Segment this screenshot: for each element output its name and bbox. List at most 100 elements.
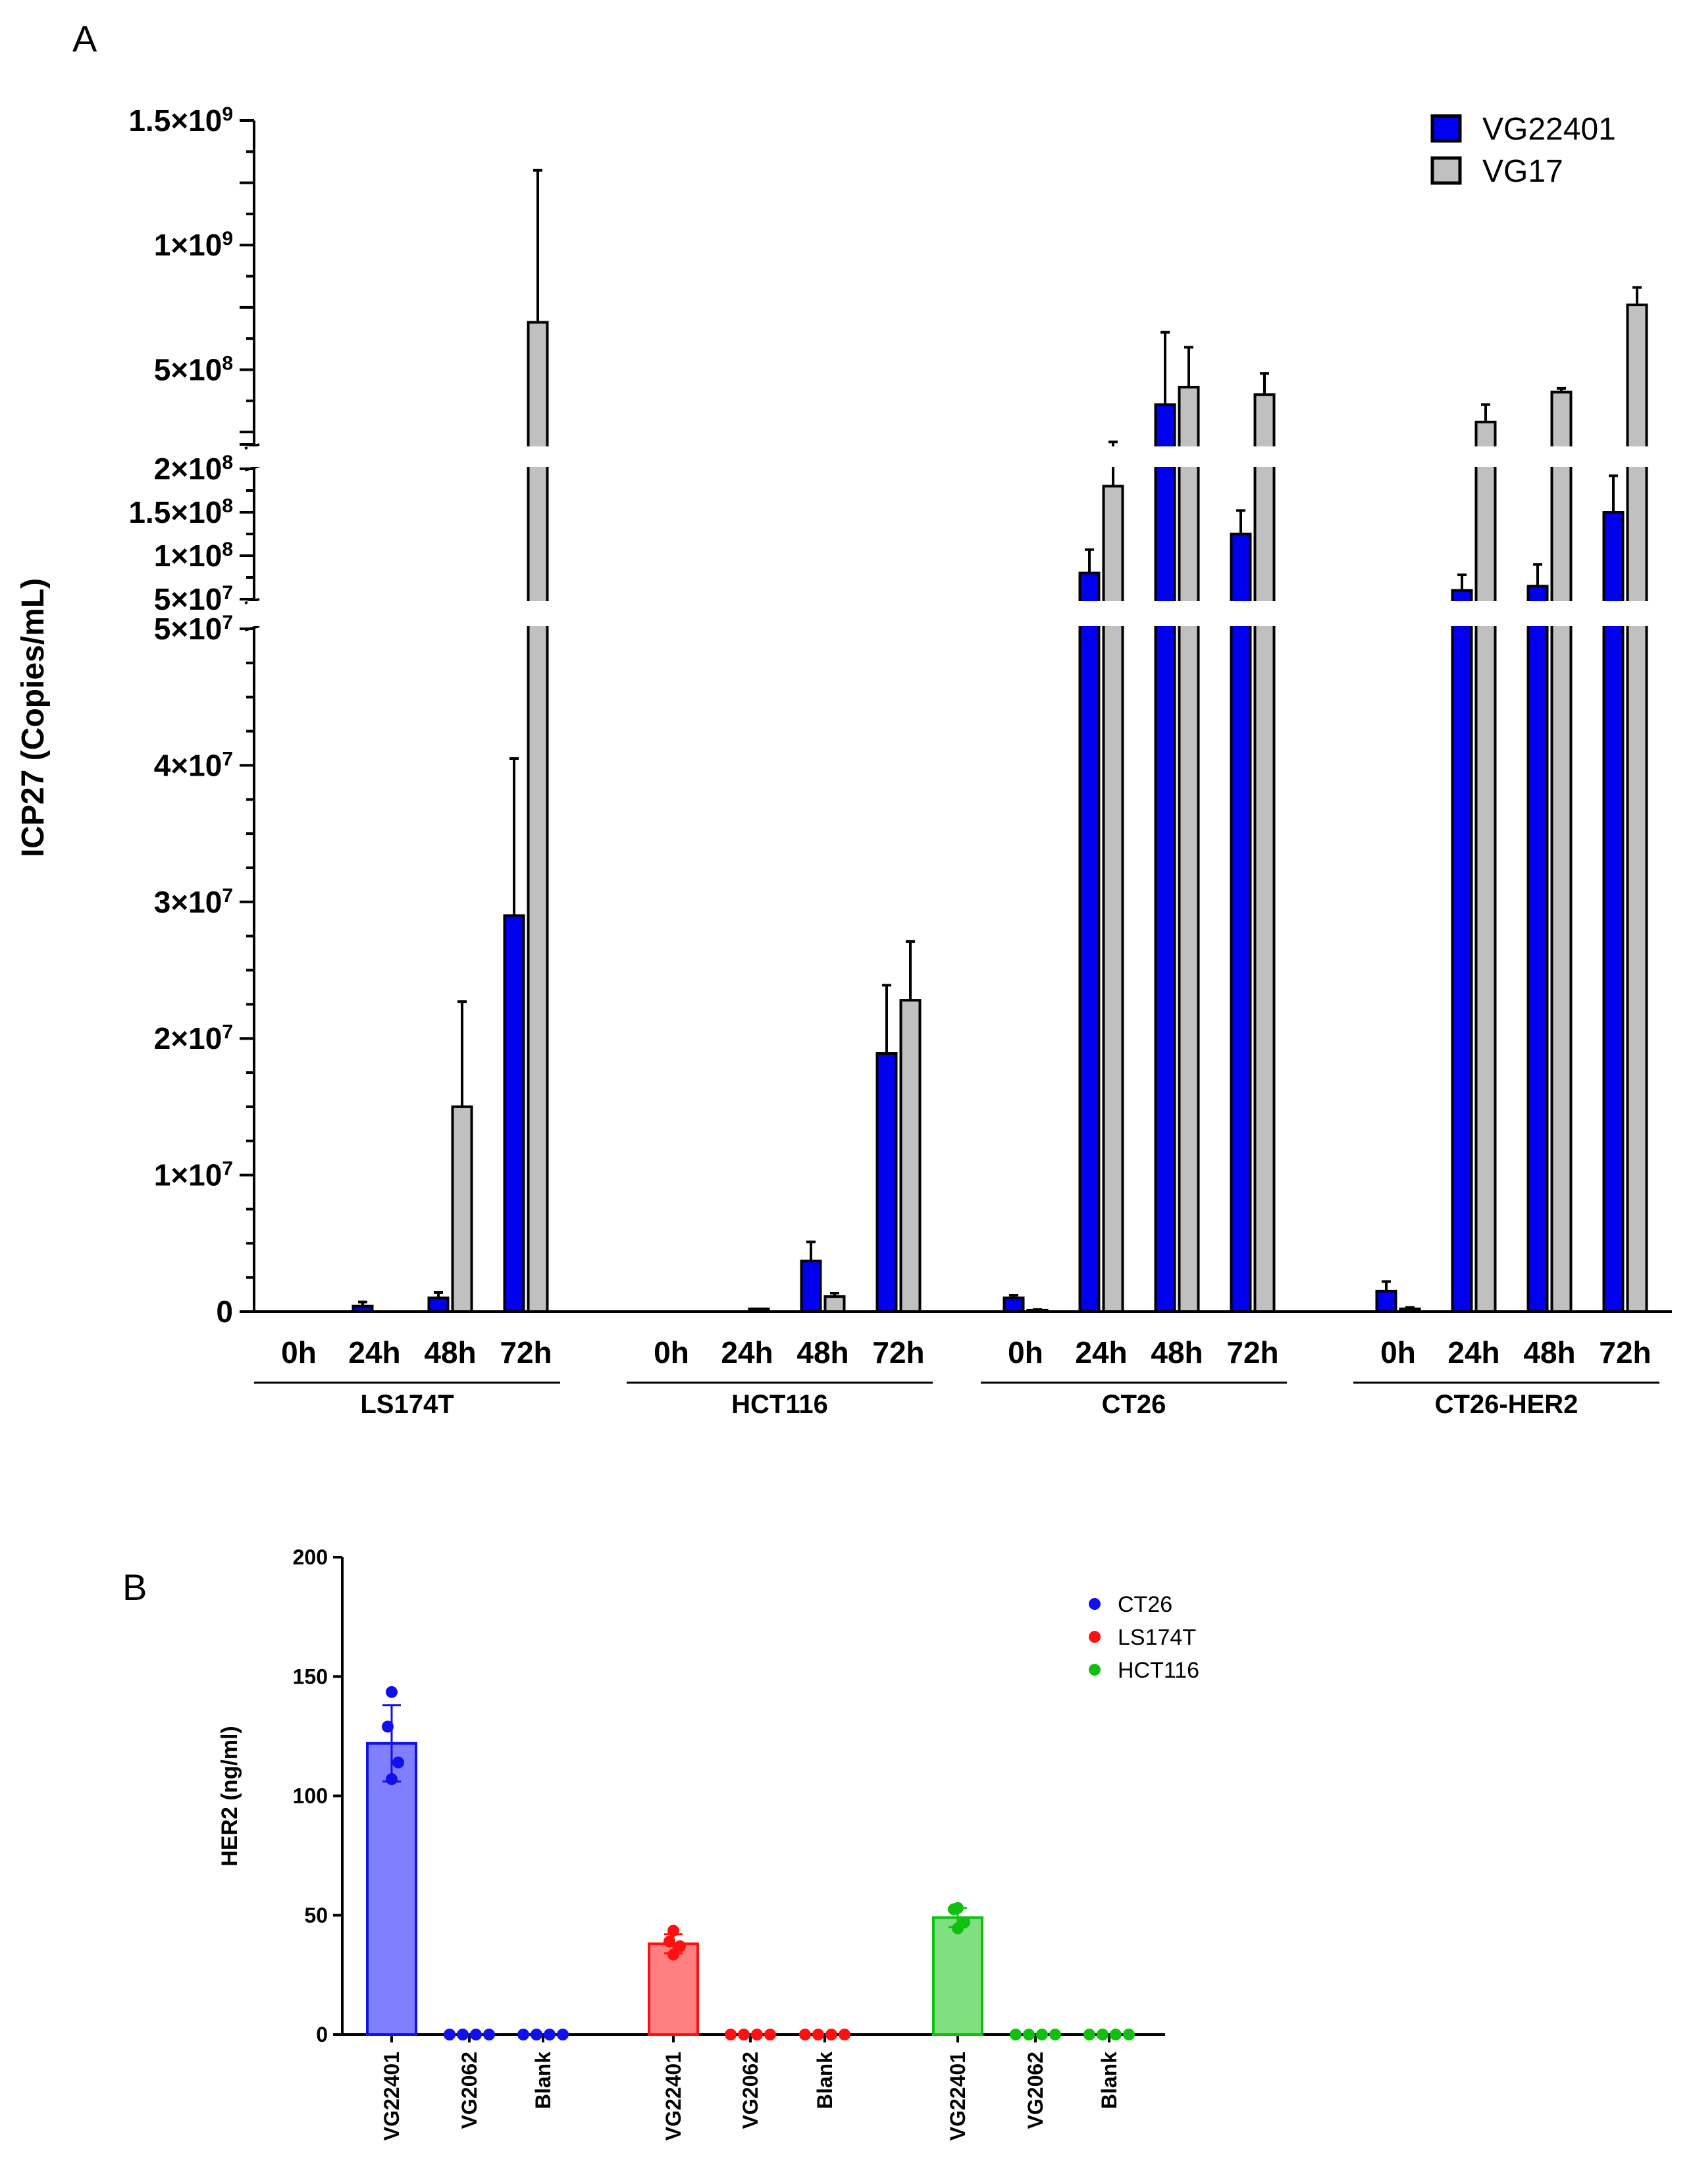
bar-vg22401 [1003,1296,1025,1314]
x-tick-label: 0h [654,1335,689,1370]
b-data-point [1097,2029,1108,2040]
y-tick-label: 0 [216,1294,233,1329]
b-data-point [839,2029,850,2040]
y-tick-label-exp: 9 [222,228,233,250]
y-tick-label: 1×109 [154,228,233,263]
y-tick-label-base: 5×10 [154,582,222,616]
bar-vg22401 [1526,585,1549,1314]
b-x-tick-label: VG22401 [380,2052,404,2141]
x-tick-label: 0h [1008,1335,1043,1370]
x-tick-label: 0h [281,1335,317,1370]
y-tick-label-base: 5×10 [154,352,222,386]
b-data-point [1110,2029,1122,2040]
y-tick-label: 5×108 [154,352,233,387]
y-tick-label: 1×108 [154,539,233,573]
b-data-point [557,2029,569,2040]
x-tick-label: 72h [872,1335,924,1370]
x-tick-label: 24h [721,1335,773,1370]
b-data-point [1036,2029,1048,2040]
bar-vg17 [748,1307,770,1314]
b-data-point [812,2029,824,2040]
bar-vg17 [1253,393,1276,1313]
b-data-point [1123,2029,1135,2040]
bar-vg17 [527,321,549,1313]
group-label: CT26-HER2 [1435,1390,1578,1419]
b-x-tick-label: VG2062 [1024,2052,1047,2129]
x-tick-label: 48h [1523,1335,1575,1370]
b-y-tick-label: 200 [293,1545,328,1569]
b-data-point [667,1948,679,1961]
b-data-point [444,2029,456,2040]
y-tick-label-exp: 7 [222,884,233,906]
legend-label: VG17 [1482,154,1563,189]
b-x-tick-label: VG2062 [457,2052,481,2129]
b-x-tick-label: Blank [813,2052,837,2109]
y-tick-label: 1.5×108 [128,495,233,530]
panel-b-chart: 0 50 100 150 200 HER2 (ng/ml) VG22401 VG2062 Bla… [217,1545,1199,2141]
legend-swatch [1430,156,1462,185]
y-tick-label-base: 1×10 [154,1158,222,1192]
x-tick-label: 24h [348,1335,400,1370]
y-tick-label-base: 1×10 [154,228,222,262]
bar-vg22401 [1230,533,1252,1313]
bar-vg22401 [503,914,525,1314]
y-tick-label-base: 2×10 [154,1021,222,1055]
legend-label: VG22401 [1482,112,1616,147]
b-data-point [1023,2029,1035,2040]
bar-vg22401 [1078,572,1101,1313]
b-x-tick-label: Blank [531,2052,555,2109]
y-tick-label-exp: 7 [222,612,233,633]
axis-break-gap [257,601,1679,626]
y-tick-label-base: 1×10 [154,539,222,573]
b-y-tick-label: 50 [304,1904,328,1927]
bar-vg22401 [800,1260,822,1313]
bar-vg22401 [427,1296,450,1314]
b-data-point [1049,2029,1061,2040]
group-label: HCT116 [731,1390,828,1419]
y-tick-label-exp: 8 [222,539,233,560]
b-data-point [825,2029,837,2040]
b-y-axis-title: HER2 (ng/ml) [217,1726,242,1866]
y-tick-label-base: 1.5×10 [128,495,222,529]
y-tick-label: 4×107 [154,748,233,783]
b-data-point [544,2029,556,2040]
b-data-point [517,2029,529,2040]
b-data-point [392,1756,404,1769]
y-tick-label-exp: 7 [222,748,233,770]
y-axis-title: ICP27 (Copies/mL) [16,578,51,857]
b-data-point [952,1922,964,1934]
bar-vg22401 [1451,589,1473,1313]
b-data-point [386,1686,398,1698]
b-data-point [483,2029,495,2040]
y-tick-label-base: 1.5×10 [128,103,222,138]
y-tick-label: 2×108 [154,452,233,487]
bar-vg22401 [875,1052,898,1314]
b-bar-hct116 [932,1916,983,2036]
b-legend-marker [1089,1664,1101,1676]
b-y-tick-label: 100 [293,1784,328,1808]
x-tick-label: 72h [500,1335,552,1370]
axis-break-gap [257,446,1679,467]
b-data-point [531,2029,542,2040]
b-data-point [382,1720,394,1733]
b-data-point [738,2029,750,2040]
y-tick-label: 2×107 [154,1021,233,1056]
y-tick-label-exp: 7 [222,582,233,604]
b-data-point [751,2029,763,2040]
y-tick-label-exp: 8 [222,452,233,473]
y-tick-label: 1×107 [154,1158,233,1192]
b-data-point [725,2029,737,2040]
b-y-tick-label: 150 [293,1665,328,1688]
bar-vg17 [823,1295,846,1314]
y-tick-label-exp: 7 [222,1158,233,1179]
bar-vg17 [899,999,922,1314]
x-tick-label: 24h [1075,1335,1127,1370]
panel-a-chart: 01×1072×1073×1074×1075×1075×1071×1081.5×… [16,103,1679,1419]
b-legend-marker [1089,1631,1101,1643]
x-tick-label: 72h [1226,1335,1278,1370]
panel-letter-a: A [72,18,97,59]
panel-letter-b: B [122,1566,147,1608]
bar-vg22401 [1602,511,1625,1313]
y-tick-label: 5×107 [154,582,233,617]
bar-vg22401 [1375,1289,1397,1314]
